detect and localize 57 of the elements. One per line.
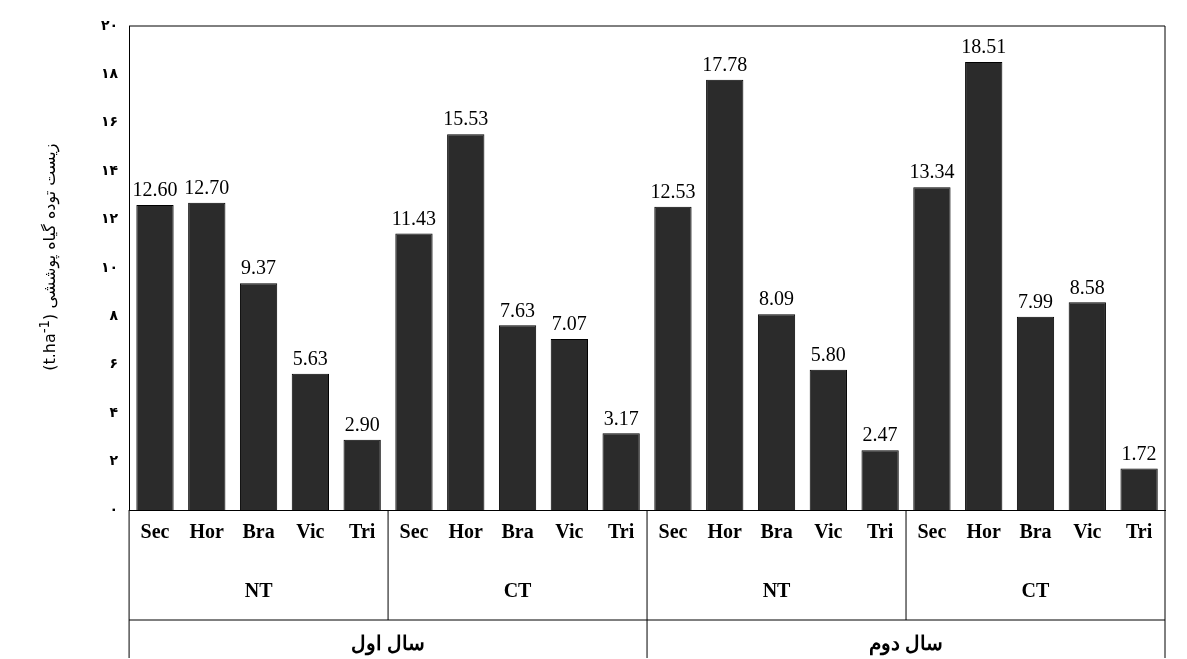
data-label: 17.78	[702, 52, 748, 75]
x-tick-label: Vic	[296, 520, 325, 543]
data-label: 5.80	[810, 342, 846, 365]
x-tick-label: Tri	[608, 520, 635, 543]
data-label: 2.90	[344, 413, 380, 436]
y-tick-label: ۱۴	[101, 161, 119, 178]
x-tick-label: Hor	[448, 520, 484, 543]
x-tick-label: Tri	[866, 520, 894, 543]
y-tick-label: ۱۲	[101, 210, 119, 227]
y-tick-label: ۱۶	[101, 113, 119, 130]
x-tick-label: Bra	[501, 520, 534, 543]
x-tick-label: Vic	[814, 520, 843, 543]
data-label: 15.53	[443, 107, 489, 130]
y-tick-label: ۱۸	[101, 65, 119, 82]
text: CT	[503, 579, 533, 602]
x-tick-label: Hor	[966, 520, 1002, 543]
data-label: 7.63	[500, 298, 536, 321]
x-tick-label: Sec	[917, 520, 947, 543]
x-tick-label: Bra	[242, 520, 275, 543]
data-label: 12.70	[184, 175, 230, 198]
data-label: 1.72	[1121, 441, 1157, 464]
data-label: 5.63	[292, 347, 328, 369]
x-tick-label: Sec	[658, 520, 688, 543]
data-label: 2.47	[862, 423, 898, 446]
y-tick-label: ۴	[109, 403, 119, 420]
x-tick-label: Sec	[140, 520, 170, 543]
y-tick-label: ۰	[109, 500, 119, 517]
text: NT	[762, 579, 792, 602]
y-tick-label: ۶	[109, 355, 119, 372]
data-label: 8.58	[1069, 275, 1105, 298]
x-tick-label: Sec	[399, 520, 429, 543]
y-tick-label: ۲	[109, 452, 119, 469]
data-label: 9.37	[241, 256, 277, 279]
text: CT	[1021, 579, 1051, 602]
x-tick-label: Bra	[760, 520, 793, 543]
y-tick-label: ۱۰	[101, 258, 119, 275]
x-tick-label: Tri	[349, 520, 376, 543]
data-label: 7.99	[1018, 289, 1054, 312]
x-tick-label: Vic	[555, 520, 584, 543]
y-tick-label: ۲۰	[101, 16, 119, 33]
data-label: 12.53	[650, 180, 696, 203]
x-tick-label: Hor	[707, 520, 743, 543]
data-label: 12.60	[132, 178, 178, 201]
x-tick-label: Bra	[1019, 520, 1052, 543]
data-label: 8.09	[759, 287, 795, 310]
data-label: 13.34	[909, 160, 955, 183]
text: NT	[244, 579, 274, 602]
x-tick-label: Hor	[189, 520, 225, 543]
data-label: 7.07	[551, 312, 587, 335]
x-tick-label: Vic	[1073, 520, 1102, 543]
data-label: 18.51	[961, 35, 1007, 58]
x-tick-label: Tri	[1125, 520, 1153, 543]
text: سال دوم	[869, 632, 944, 657]
text: سال اول	[351, 632, 426, 657]
data-label: 3.17	[603, 406, 639, 429]
y-tick-label: ۸	[109, 307, 119, 324]
data-label: 11.43	[391, 206, 437, 229]
